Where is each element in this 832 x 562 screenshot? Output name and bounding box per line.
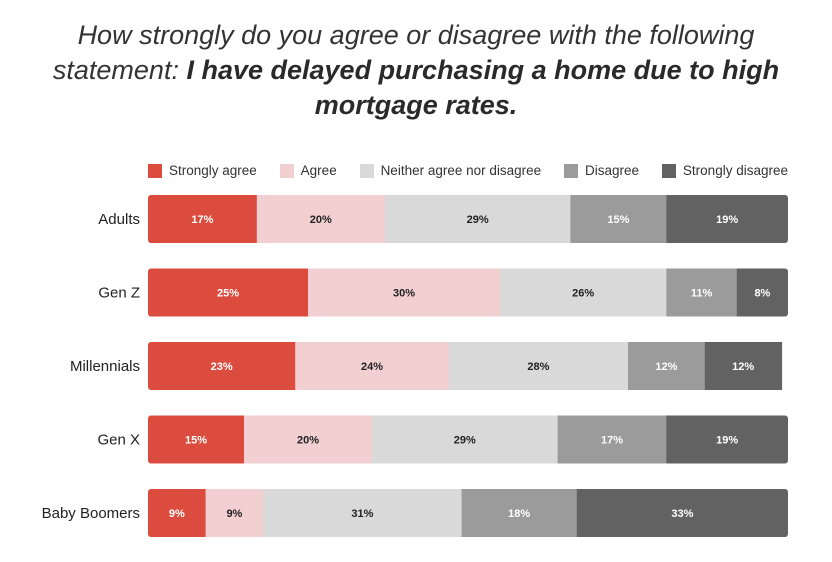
title-statement: I have delayed purchasing a home due to … <box>186 55 780 120</box>
bar-segment-neither-agree-nor-disagree <box>372 415 559 464</box>
bar-segment-disagree <box>557 415 667 464</box>
bar-segment-neither-agree-nor-disagree <box>448 342 629 390</box>
data-label: 26% <box>572 288 594 300</box>
bar-segment-disagree <box>628 342 706 390</box>
legend-item-strongly-agree: Strongly agree <box>148 163 257 178</box>
data-label: 28% <box>527 361 549 373</box>
bar-segment-agree <box>244 415 373 464</box>
category-label: Millennials <box>70 358 140 375</box>
bar-segment-strongly-disagree <box>666 195 788 243</box>
bar-segment-neither-agree-nor-disagree <box>500 268 667 317</box>
data-label: 30% <box>393 288 415 300</box>
bar-segment-agree <box>256 195 386 243</box>
bar-segment-strongly-disagree <box>666 415 788 464</box>
data-label: 29% <box>467 214 489 226</box>
bar-segment-disagree <box>461 489 578 537</box>
legend-label: Disagree <box>585 163 640 178</box>
legend-label: Neither agree nor disagree <box>380 163 542 178</box>
legend-item-neither: Neither agree nor disagree <box>359 163 542 178</box>
legend-item-strongly-disagree: Strongly disagree <box>661 163 788 178</box>
bar-segment-agree <box>205 489 264 537</box>
data-label: 19% <box>716 214 738 226</box>
bar-segment-disagree <box>666 268 738 317</box>
data-label: 19% <box>716 435 738 447</box>
bar-segment-agree <box>308 268 501 317</box>
title-question: How strongly do you agree or disagree wi… <box>52 20 755 85</box>
bar-segment-neither-agree-nor-disagree <box>263 489 463 537</box>
data-label: 12% <box>655 361 677 373</box>
data-label: 8% <box>754 288 770 300</box>
chart-title: How strongly do you agree or disagree wi… <box>16 18 816 123</box>
data-label: 25% <box>217 288 239 300</box>
legend: Strongly agree Agree Neither agree nor d… <box>148 163 788 178</box>
data-label: 20% <box>297 435 319 447</box>
legend-label: Strongly agree <box>169 163 257 178</box>
bar-segment-strongly-disagree <box>704 342 783 390</box>
bar-row-baby-boomers: Baby Boomers 9% 9% 31% 18% 33% <box>42 489 788 537</box>
legend-label: Agree <box>300 163 337 178</box>
data-label: 17% <box>601 435 623 447</box>
data-label: 15% <box>185 435 207 447</box>
bar-segment-strongly-agree <box>148 342 296 390</box>
legend-swatch <box>661 163 676 178</box>
category-label: Adults <box>98 211 140 228</box>
bar-segment-strongly-disagree <box>736 268 788 317</box>
bar-segment-disagree <box>570 195 667 243</box>
bar-segment-strongly-disagree <box>576 489 788 537</box>
data-label: 20% <box>310 214 332 226</box>
legend-item-disagree: Disagree <box>564 163 639 178</box>
data-label: 12% <box>732 361 754 373</box>
legend-swatch <box>564 163 579 178</box>
bar-row-gen-x: Gen X 15% 20% 29% 17% 19% <box>97 415 788 464</box>
category-label: Gen X <box>97 432 140 449</box>
data-label: 11% <box>691 288 713 300</box>
data-label: 18% <box>508 508 530 520</box>
legend-swatch <box>148 163 162 178</box>
data-label: 9% <box>226 508 242 520</box>
bar-row-gen-z: Gen Z 25% 30% 26% 11% 8% <box>98 268 788 317</box>
data-label: 9% <box>169 508 185 520</box>
legend-swatch <box>279 163 294 178</box>
data-label: 33% <box>671 508 693 520</box>
bar-row-millennials: Millennials 23% 24% 28% 12% 12% <box>70 342 783 390</box>
legend-item-agree: Agree <box>279 163 337 178</box>
data-label: 31% <box>351 508 373 520</box>
legend-swatch <box>359 163 374 178</box>
data-label: 15% <box>607 214 629 226</box>
category-label: Baby Boomers <box>42 505 140 522</box>
category-label: Gen Z <box>98 285 140 302</box>
data-label: 23% <box>211 361 233 373</box>
bar-segment-agree <box>295 342 450 390</box>
bar-segment-strongly-agree <box>148 415 245 464</box>
bar-segment-strongly-agree <box>148 489 207 537</box>
stacked-bar-chart: Adults 17% 20% 29% 15% 19% Gen Z 25% 30% 26% 11% 8%… <box>42 195 788 537</box>
data-label: 29% <box>454 435 476 447</box>
legend-label: Strongly disagree <box>682 163 788 178</box>
bar-segment-strongly-agree <box>148 195 258 243</box>
data-label: 17% <box>191 214 213 226</box>
bar-segment-strongly-agree <box>148 268 309 317</box>
bar-row-adults: Adults 17% 20% 29% 15% 19% <box>98 195 788 243</box>
bar-segment-neither-agree-nor-disagree <box>384 195 571 243</box>
data-label: 24% <box>361 361 383 373</box>
